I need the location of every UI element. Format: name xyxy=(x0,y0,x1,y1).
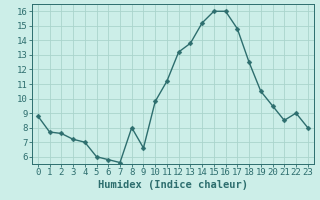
X-axis label: Humidex (Indice chaleur): Humidex (Indice chaleur) xyxy=(98,180,248,190)
